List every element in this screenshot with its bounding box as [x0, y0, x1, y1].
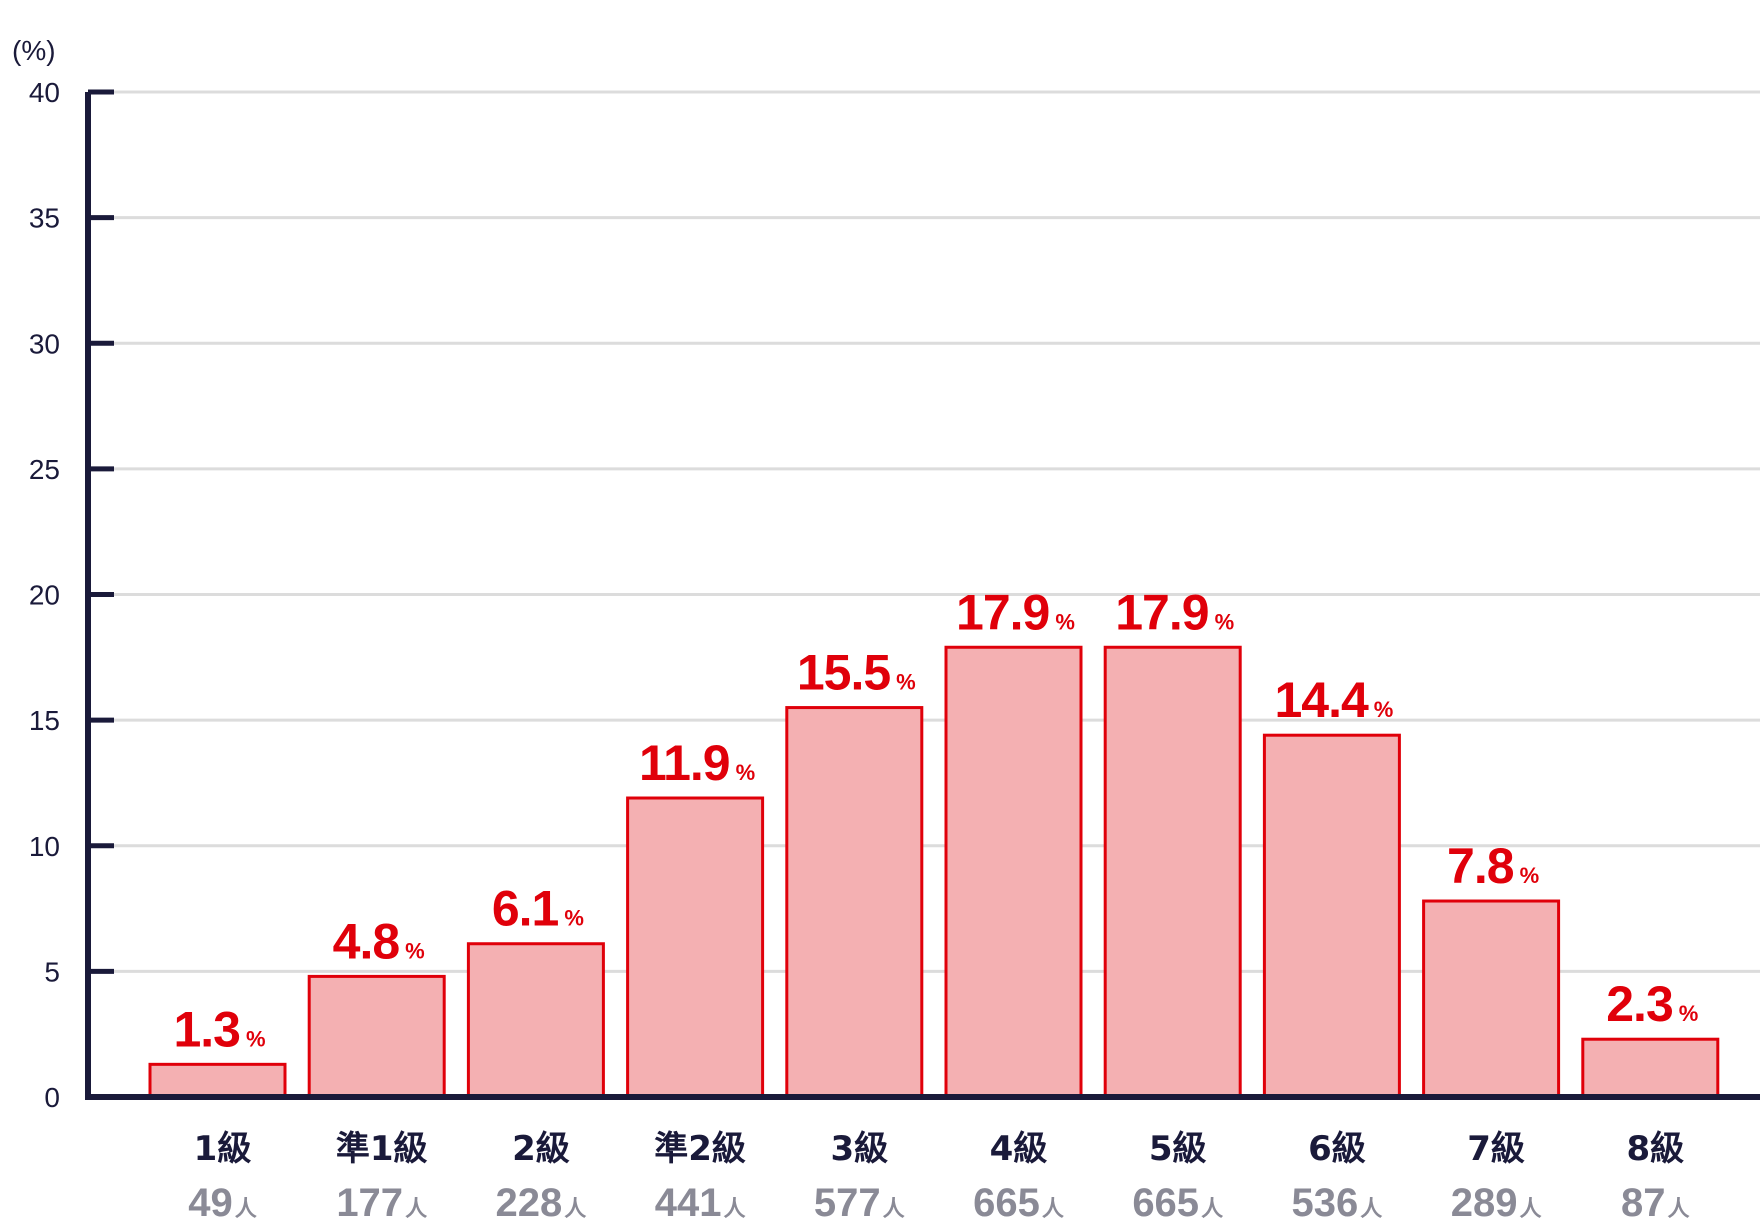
value-unit: % — [1055, 609, 1075, 634]
count-unit: 人 — [1668, 1197, 1690, 1222]
value-label: 17.9% — [1115, 584, 1234, 640]
y-tick-label: 30 — [29, 328, 60, 359]
category-label: 2級 — [512, 1129, 570, 1169]
category-label: 3級 — [830, 1129, 888, 1169]
count-label: 536人 — [1292, 1181, 1383, 1225]
count-label: 577人 — [814, 1181, 905, 1225]
value-labels: 1.3 %4.8 %6.1 %11.9 %15.5 %17.9% 17.9 %14.4 %7.8… — [173, 584, 1698, 1057]
count-label: 228人 — [496, 1181, 587, 1225]
value-unit: % — [1374, 697, 1394, 722]
count-label: 665人 — [1132, 1181, 1223, 1225]
value-number: 2.3 — [1606, 976, 1673, 1032]
bars — [148, 645, 1720, 1099]
category-label: 1級 — [194, 1129, 252, 1169]
value-number: 7.8 — [1447, 838, 1514, 894]
value-number: 4.8 — [333, 913, 400, 969]
count-unit: 人 — [1201, 1197, 1223, 1222]
value-number: 17.9 — [1115, 584, 1208, 640]
bar — [1581, 1037, 1720, 1099]
category-label: 4級 — [990, 1129, 1048, 1169]
grid-lines — [100, 90, 1760, 973]
value-label: 2.3% — [1606, 976, 1698, 1032]
bar — [785, 706, 924, 1099]
value-unit: % — [1215, 609, 1235, 634]
value-unit: % — [246, 1026, 266, 1051]
count-number: 577 — [814, 1181, 881, 1225]
value-label: 15.5% — [797, 645, 916, 701]
value-label: 1.3% — [173, 1001, 265, 1057]
value-unit: % — [564, 906, 584, 931]
value-label: 14.4% — [1274, 672, 1393, 728]
value-label: 11.9% — [639, 735, 755, 791]
count-number: 228 — [496, 1181, 563, 1225]
y-tick-label: 0 — [44, 1082, 60, 1113]
count-number: 87 — [1621, 1181, 1666, 1225]
value-label: 7.8% — [1447, 838, 1539, 894]
count-unit: 人 — [883, 1197, 905, 1222]
count-label: 441人 — [655, 1181, 746, 1225]
category-label: 5級 — [1149, 1129, 1207, 1169]
category-label: 6級 — [1308, 1129, 1366, 1169]
bar — [1422, 899, 1561, 1099]
count-number: 665 — [1132, 1181, 1199, 1225]
bar — [944, 645, 1083, 1099]
value-unit: % — [736, 760, 756, 785]
bar — [148, 1062, 287, 1099]
value-number: 6.1 — [492, 881, 559, 937]
value-number: 11.9 — [639, 735, 730, 791]
count-number: 536 — [1292, 1181, 1359, 1225]
count-unit: 人 — [1042, 1197, 1064, 1222]
bar — [466, 942, 605, 1099]
category-label: 7級 — [1467, 1129, 1525, 1169]
y-tick-labels: 0 5 10 15 20 25 30 35 40 — [29, 77, 60, 1113]
value-number: 1.3 — [173, 1001, 240, 1057]
category-label: 準1級 — [336, 1129, 428, 1169]
value-unit: % — [1520, 863, 1540, 888]
count-label: 49人 — [188, 1181, 257, 1225]
y-tick-label: 25 — [29, 454, 60, 485]
category-label: 8級 — [1626, 1129, 1684, 1169]
y-tick-label: 15 — [29, 705, 60, 736]
value-number: 17.9 — [956, 584, 1049, 640]
bar — [1262, 733, 1401, 1099]
bar — [626, 796, 765, 1099]
bar — [307, 974, 446, 1099]
count-number: 441 — [655, 1181, 722, 1225]
count-unit: 人 — [1360, 1197, 1382, 1222]
count-number: 665 — [973, 1181, 1040, 1225]
count-number: 49 — [188, 1181, 233, 1225]
count-label: 177人 — [336, 1181, 427, 1225]
value-number: 15.5 — [797, 645, 891, 701]
category-label: 準2級 — [654, 1129, 746, 1169]
count-label: 665人 — [973, 1181, 1064, 1225]
count-unit: 人 — [235, 1197, 257, 1222]
axes — [85, 89, 1760, 1100]
y-unit-label: (%) — [12, 35, 56, 66]
value-number: 14.4 — [1274, 672, 1369, 728]
value-label: 17.9% — [956, 584, 1075, 640]
count-label: 289人 — [1451, 1181, 1542, 1225]
y-tick-label: 5 — [44, 956, 60, 987]
y-tick-label: 10 — [29, 831, 60, 862]
value-label: 4.8% — [333, 913, 425, 969]
value-unit: % — [896, 670, 916, 695]
y-tick-label: 40 — [29, 77, 60, 108]
value-unit: % — [405, 938, 425, 963]
count-number: 289 — [1451, 1181, 1518, 1225]
count-label: 87人 — [1621, 1181, 1690, 1225]
y-tick-label: 20 — [29, 580, 60, 611]
bar — [1103, 645, 1242, 1099]
count-unit: 人 — [564, 1197, 586, 1222]
count-number: 177 — [336, 1181, 403, 1225]
count-unit: 人 — [1519, 1197, 1541, 1222]
count-unit: 人 — [723, 1197, 745, 1222]
count-unit: 人 — [405, 1197, 427, 1222]
value-unit: % — [1679, 1001, 1699, 1026]
y-tick-label: 35 — [29, 203, 60, 234]
category-labels: 1級49人準1級177人2級228人準2級441人3級577人4級665人5級6… — [188, 1129, 1689, 1225]
value-label: 6.1% — [492, 881, 584, 937]
